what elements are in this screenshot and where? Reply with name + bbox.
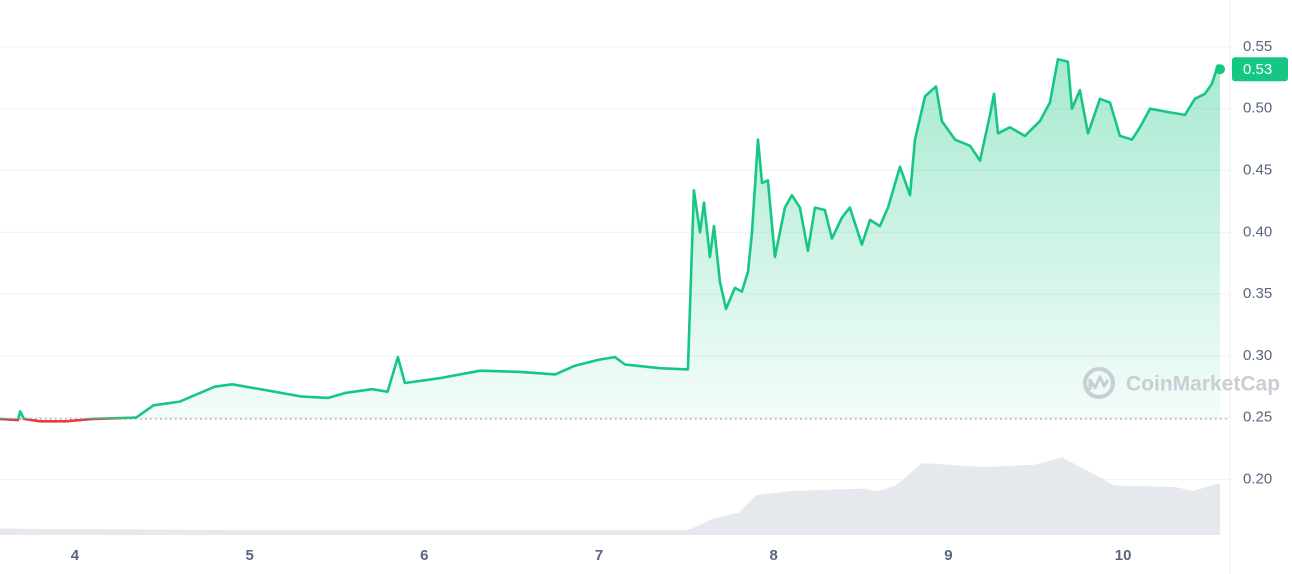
y-tick-label: 0.20 <box>1243 470 1272 487</box>
x-tick-label: 5 <box>245 547 253 564</box>
y-tick-label: 0.30 <box>1243 347 1272 364</box>
x-tick-label: 9 <box>944 547 952 564</box>
x-tick-label: 4 <box>71 547 80 564</box>
volume-area <box>0 457 1221 535</box>
x-tick-label: 10 <box>1115 547 1132 564</box>
price-badge <box>1232 57 1288 82</box>
y-tick-label: 0.40 <box>1243 223 1272 240</box>
y-tick-label: 0.55 <box>1243 38 1272 55</box>
y-tick-label: 0.45 <box>1243 161 1272 178</box>
y-tick-label: 0.35 <box>1243 285 1272 302</box>
last-point <box>1215 64 1226 75</box>
price-area <box>18 59 1220 419</box>
y-tick-label: 0.50 <box>1243 100 1272 117</box>
x-tick-label: 7 <box>595 547 603 564</box>
watermark: CoinMarketCap <box>1083 367 1280 399</box>
watermark-text: CoinMarketCap <box>1126 373 1280 396</box>
price-line <box>0 58 1222 419</box>
y-tick-label: 0.25 <box>1243 409 1272 426</box>
price-badge-label: 0.53 <box>1243 61 1272 78</box>
x-tick-label: 8 <box>770 547 778 564</box>
x-tick-label: 6 <box>420 547 428 564</box>
